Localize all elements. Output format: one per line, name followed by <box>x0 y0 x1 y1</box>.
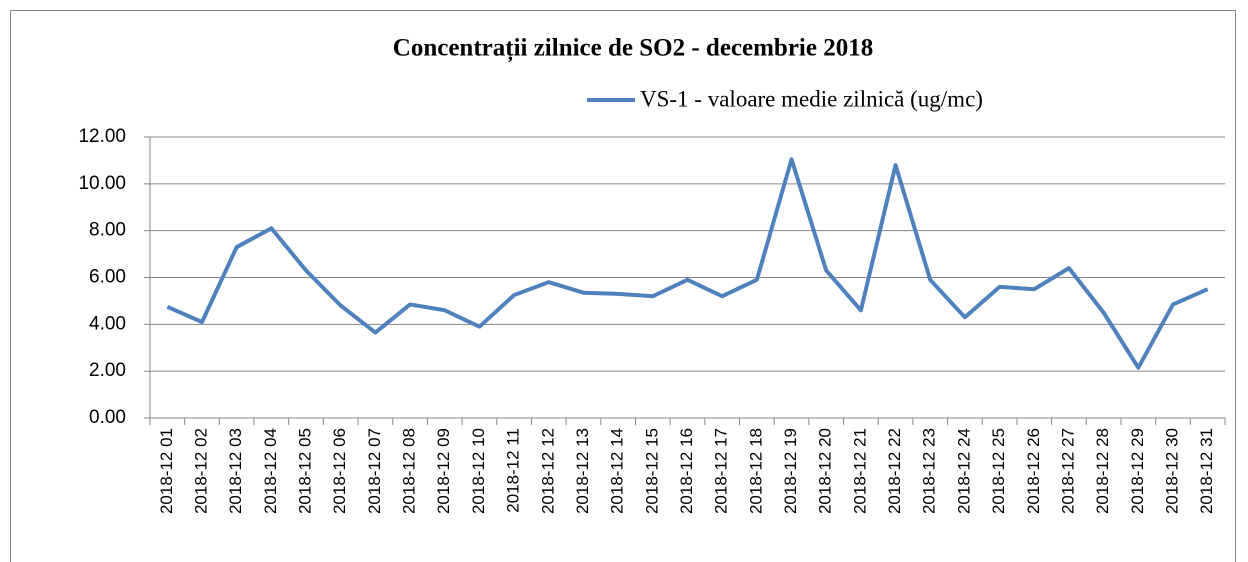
x-tick-label: 2018-12 28 <box>1093 428 1112 514</box>
x-tick-label: 2018-12 23 <box>920 428 939 514</box>
x-tick-label: 2018-12 20 <box>816 428 835 514</box>
x-tick-label: 2018-12 17 <box>712 428 731 514</box>
x-tick-label: 2018-12 06 <box>330 428 349 514</box>
x-tick-label: 2018-12 27 <box>1058 428 1077 514</box>
y-tick-label: 8.00 <box>89 220 126 241</box>
x-tick-label: 2018-12 15 <box>642 428 661 514</box>
legend-label: VS-1 - valoare medie zilnică (ug/mc) <box>640 86 983 111</box>
x-tick-label: 2018-12 14 <box>608 428 627 514</box>
x-tick-label: 2018-12 13 <box>573 428 592 514</box>
x-tick-label: 2018-12 25 <box>989 428 1008 514</box>
x-tick-label: 2018-12 22 <box>885 428 904 514</box>
x-tick-label: 2018-12 12 <box>538 428 557 514</box>
x-tick-label: 2018-12 02 <box>192 428 211 514</box>
x-tick-label: 2018-12 26 <box>1024 428 1043 514</box>
x-tick-label: 2018-12 18 <box>746 428 765 514</box>
x-tick-label: 2018-12 07 <box>365 428 384 514</box>
x-tick-label: 2018-12 30 <box>1162 428 1181 514</box>
chart-border <box>10 10 1236 562</box>
y-tick-label: 6.00 <box>89 267 126 288</box>
x-tick-label: 2018-12 01 <box>157 428 176 514</box>
x-tick-label: 2018-12 05 <box>296 428 315 514</box>
x-tick-label: 2018-12 21 <box>850 428 869 514</box>
x-tick-label: 2018-12 10 <box>469 428 488 514</box>
y-tick-label: 2.00 <box>89 360 126 381</box>
y-tick-label: 0.00 <box>89 407 126 428</box>
x-tick-label: 2018-12 31 <box>1197 428 1216 514</box>
x-tick-label: 2018-12 29 <box>1128 428 1147 514</box>
x-tick-label: 2018-12 03 <box>226 428 245 514</box>
x-tick-label: 2018-12 24 <box>954 428 973 514</box>
x-tick-label: 2018-12 19 <box>781 428 800 514</box>
x-tick-label: 2018-12 11 <box>504 428 523 513</box>
y-tick-label: 4.00 <box>89 313 126 334</box>
y-tick-label: 12.00 <box>78 126 126 147</box>
y-tick-label: 10.00 <box>78 173 126 194</box>
line-series <box>166 157 1209 370</box>
chart-title: Concentrații zilnice de SO2 - decembrie … <box>393 35 873 63</box>
x-tick-label: 2018-12 04 <box>261 428 280 514</box>
x-tick-label: 2018-12 16 <box>677 428 696 514</box>
x-tick-label: 2018-12 09 <box>434 428 453 514</box>
x-tick-label: 2018-12 08 <box>400 428 419 514</box>
